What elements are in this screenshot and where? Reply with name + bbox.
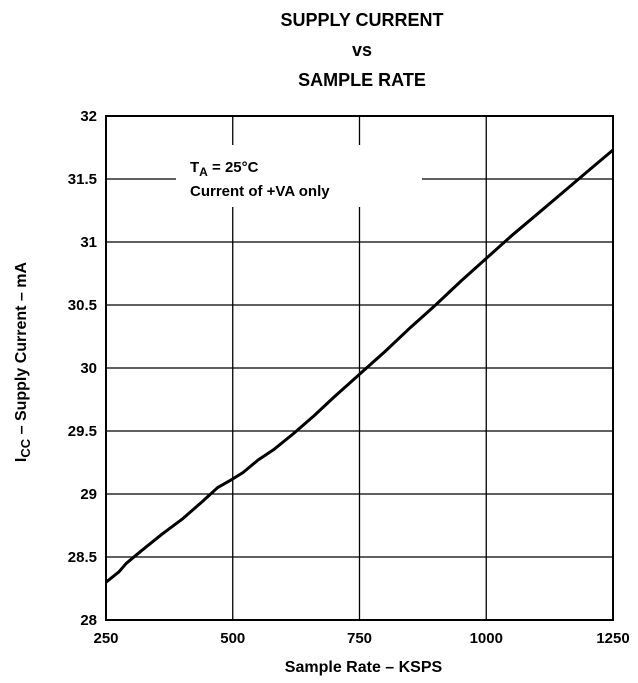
annotation-temperature: TA = 25°C xyxy=(190,159,259,179)
y-tick-label: 32 xyxy=(80,108,97,125)
y-axis-title-rest: – Supply Current – mA xyxy=(13,261,30,438)
annotation-temp-value: = 25°C xyxy=(208,159,259,176)
series-supply-current-line xyxy=(105,148,614,584)
annotation-background xyxy=(176,145,422,207)
y-tick-label: 30 xyxy=(80,360,97,377)
x-axis-title: Sample Rate – KSPS xyxy=(285,659,443,676)
x-tick-label: 1000 xyxy=(470,630,503,647)
y-axis-title-sub: CC xyxy=(18,438,33,457)
x-tick-label: 250 xyxy=(93,630,118,647)
annotation-current-note: Current of +VA only xyxy=(190,183,330,200)
plot-frame xyxy=(105,115,614,621)
annotation-sub-a: A xyxy=(199,165,208,179)
y-tick-label: 29 xyxy=(80,486,97,503)
x-tick-label: 500 xyxy=(220,630,245,647)
y-tick-label: 31.5 xyxy=(68,171,97,188)
chart-title-line-2: vs xyxy=(351,40,373,60)
x-tick-label: 1250 xyxy=(596,630,629,647)
chart-title-line-3: SAMPLE RATE xyxy=(298,70,426,90)
y-axis-title-i: I xyxy=(13,458,30,462)
y-tick-label: 28.5 xyxy=(68,549,97,566)
y-tick-labels: 28 28.5 29 29.5 30 30.5 31 31.5 32 xyxy=(68,108,97,629)
y-tick-label: 31 xyxy=(80,234,97,251)
x-tick-label: 750 xyxy=(347,630,372,647)
y-tick-label: 30.5 xyxy=(68,297,97,314)
annotation-t: T xyxy=(190,159,199,176)
y-tick-label: 29.5 xyxy=(68,423,97,440)
chart-title-line-1: SUPPLY CURRENT xyxy=(280,10,444,30)
y-tick-label: 28 xyxy=(80,612,97,629)
y-axis-title: ICC – Supply Current – mA xyxy=(13,261,33,462)
x-tick-labels: 250 500 750 1000 1250 xyxy=(93,630,629,647)
